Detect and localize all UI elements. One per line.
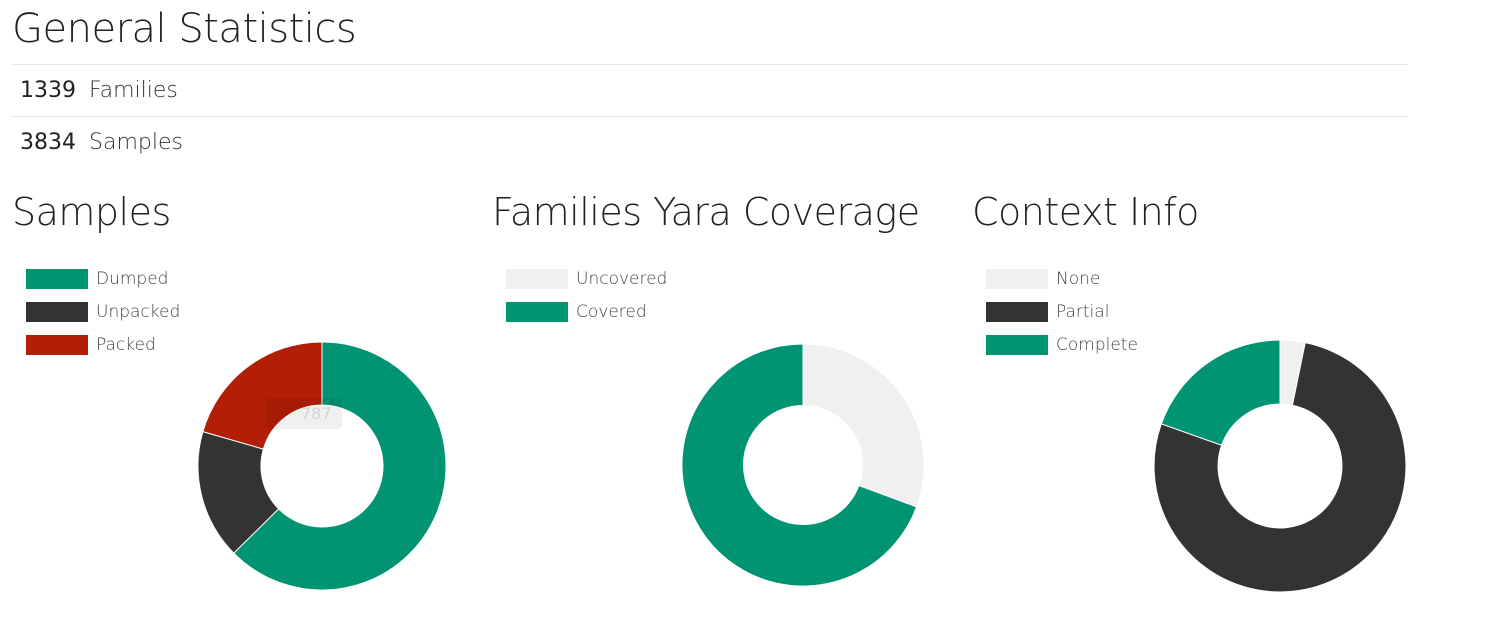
legend-swatch [26,334,88,355]
donut-slice-unpacked[interactable] [197,430,280,554]
legend-label: Covered [576,301,647,322]
legend-swatch [986,334,1048,355]
chart-title: Context Info [972,190,1199,234]
donut-slice-uncovered[interactable] [802,343,925,508]
legend-swatch [986,268,1048,289]
legend-label: Unpacked [96,301,181,322]
donut-slice-packed[interactable] [202,341,323,450]
legend-swatch [986,301,1048,322]
chart-legend: Uncovered Covered [506,262,667,328]
stat-row-samples: 3834 Samples [12,116,1408,168]
legend-swatch [26,301,88,322]
donut-chart-yara-coverage [681,343,925,587]
stat-row-families: 1339 Families [12,64,1408,116]
chart-title: Samples [12,190,171,234]
donut-slice-complete[interactable] [1160,339,1281,446]
legend-label: Dumped [96,268,169,289]
legend-item[interactable]: Uncovered [506,262,667,295]
chart-legend: None Partial Complete [986,262,1138,361]
chart-title: Families Yara Coverage [492,190,920,234]
tooltip-value: 787 [301,404,332,423]
legend-item[interactable]: Packed [26,328,180,361]
legend-label: Uncovered [576,268,668,289]
chart-panel-yara-coverage: Families Yara Coverage Uncovered Covered [492,190,962,610]
legend-label: Complete [1056,334,1138,355]
legend-item[interactable]: Unpacked [26,295,180,328]
legend-item[interactable]: Complete [986,328,1138,361]
stat-label: Samples [89,130,183,155]
stat-count: 3834 [20,130,76,155]
legend-label: None [1056,268,1101,289]
chart-panel-samples: Samples Dumped Unpacked Packed 787 [12,190,482,610]
donut-chart-samples [197,341,447,591]
stats-table: 1339 Families 3834 Samples [12,64,1408,168]
donut-slice-dumped[interactable] [233,341,447,591]
legend-swatch [506,268,568,289]
legend-item[interactable]: Dumped [26,262,180,295]
page-title: General Statistics [12,6,357,52]
legend-item[interactable]: None [986,262,1138,295]
stat-count: 1339 [20,78,76,103]
legend-label: Packed [96,334,156,355]
stat-label: Families [89,78,178,103]
donut-chart-context-info [1153,339,1407,593]
legend-swatch [506,301,568,322]
chart-panel-context-info: Context Info None Partial Complete [972,190,1442,610]
legend-label: Partial [1056,301,1110,322]
chart-legend: Dumped Unpacked Packed [26,262,180,361]
donut-slice-covered[interactable] [681,343,918,587]
donut-slice-partial[interactable] [1153,341,1407,593]
chart-tooltip: 787 [265,398,342,429]
legend-item[interactable]: Partial [986,295,1138,328]
legend-swatch [26,268,88,289]
legend-item[interactable]: Covered [506,295,667,328]
